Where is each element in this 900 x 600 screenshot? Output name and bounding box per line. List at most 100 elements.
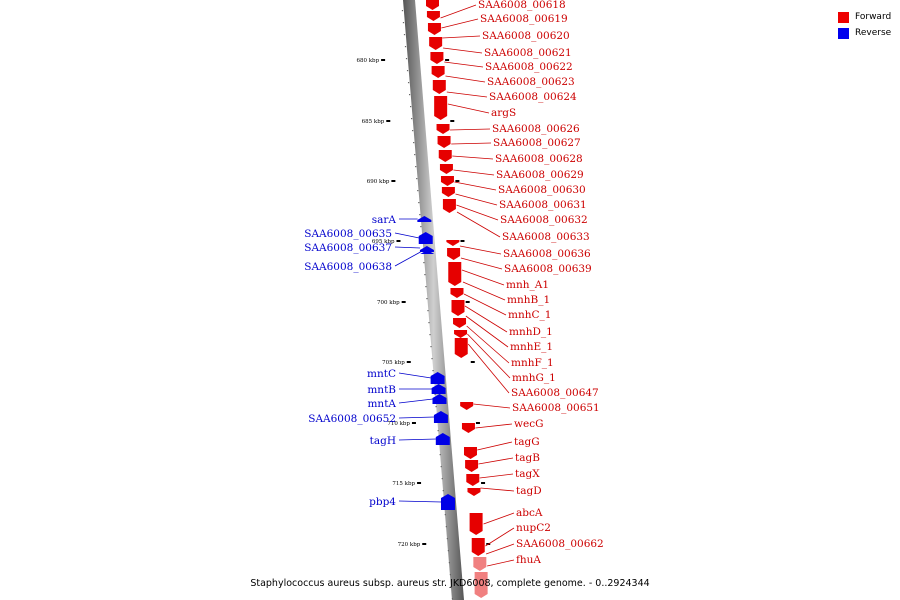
reverse-gene-label: tagH bbox=[370, 435, 396, 447]
minor-tick bbox=[417, 190, 419, 192]
minor-tick bbox=[451, 598, 454, 600]
major-tick bbox=[460, 240, 465, 242]
forward-leader-line bbox=[459, 245, 502, 255]
legend-reverse-label: Reverse bbox=[855, 28, 892, 38]
minor-tick bbox=[418, 202, 420, 204]
forward-gene-block bbox=[434, 96, 448, 120]
reverse-leader-line bbox=[398, 500, 442, 503]
minor-tick bbox=[442, 490, 444, 492]
forward-leader-line bbox=[487, 559, 515, 567]
forward-gene-block bbox=[453, 318, 467, 328]
minor-tick bbox=[406, 70, 409, 72]
minor-tick bbox=[447, 550, 449, 552]
forward-gene-label: SAA6008_00631 bbox=[499, 199, 587, 211]
legend-forward-label: Forward bbox=[855, 12, 892, 22]
forward-leader-line bbox=[456, 204, 499, 221]
reverse-gene-label: sarA bbox=[372, 214, 397, 226]
forward-gene-block bbox=[460, 402, 474, 410]
reverse-leader-line bbox=[394, 232, 420, 239]
forward-gene-label: abcA bbox=[516, 507, 543, 519]
minor-tick bbox=[411, 118, 413, 120]
forward-gene-block bbox=[429, 37, 443, 50]
forward-gene-block bbox=[437, 136, 451, 148]
minor-tick bbox=[405, 58, 408, 60]
forward-leader-line bbox=[443, 47, 483, 54]
forward-leader-line bbox=[451, 142, 492, 145]
minor-tick bbox=[419, 214, 421, 216]
forward-leader-line bbox=[477, 441, 513, 451]
legend-reverse: Reverse bbox=[838, 25, 891, 41]
forward-leader-line bbox=[480, 487, 515, 492]
reverse-gene-label: mntC bbox=[367, 368, 396, 380]
minor-tick bbox=[403, 34, 406, 36]
forward-gene-label: SAA6008_00629 bbox=[496, 169, 584, 181]
forward-leader-line bbox=[460, 257, 503, 270]
reverse-gene-block bbox=[417, 216, 432, 222]
minor-tick bbox=[439, 454, 441, 456]
minor-tick bbox=[429, 334, 431, 336]
forward-gene-label: SAA6008_00621 bbox=[484, 47, 572, 59]
reverse-swatch bbox=[838, 27, 849, 39]
forward-gene-label: SAA6008_00624 bbox=[489, 91, 577, 103]
minor-tick bbox=[404, 46, 407, 48]
forward-gene-label: mnhD_1 bbox=[509, 326, 553, 338]
kbp-tick-label: 705 kbp bbox=[382, 360, 405, 366]
forward-gene-label: mnhC_1 bbox=[508, 309, 551, 321]
forward-gene-block bbox=[448, 262, 462, 286]
minor-tick bbox=[426, 298, 428, 300]
major-tick bbox=[475, 422, 480, 424]
minor-tick bbox=[423, 262, 425, 264]
forward-gene-label: SAA6008_00647 bbox=[511, 387, 599, 399]
minor-tick bbox=[432, 370, 434, 372]
forward-swatch bbox=[838, 11, 849, 23]
minor-tick bbox=[430, 346, 432, 348]
major-tick bbox=[465, 301, 470, 303]
forward-gene-label: SAA6008_00630 bbox=[498, 184, 586, 196]
reverse-gene-label: SAA6008_00638 bbox=[304, 261, 392, 273]
reverse-gene-block bbox=[431, 384, 446, 394]
forward-leader-line bbox=[447, 103, 490, 114]
forward-gene-label: mnhE_1 bbox=[510, 341, 553, 353]
minor-tick bbox=[428, 322, 430, 324]
forward-gene-label: SAA6008_00636 bbox=[503, 248, 591, 260]
minor-tick bbox=[402, 22, 405, 24]
forward-leader-line bbox=[462, 281, 506, 301]
minor-tick bbox=[410, 106, 412, 108]
forward-leader-line bbox=[464, 305, 508, 333]
forward-gene-block bbox=[430, 52, 444, 64]
forward-gene-block bbox=[450, 288, 464, 298]
forward-gene-label: SAA6008_00620 bbox=[482, 30, 570, 42]
forward-gene-label: SAA6008_00619 bbox=[480, 13, 568, 25]
forward-leader-line bbox=[485, 543, 515, 555]
forward-gene-label: SAA6008_00662 bbox=[516, 538, 604, 550]
forward-gene-label: mnhG_1 bbox=[512, 372, 556, 384]
forward-gene-label: SAA6008_00639 bbox=[504, 263, 592, 275]
forward-gene-label: mnh_A1 bbox=[506, 279, 549, 291]
forward-gene-block bbox=[474, 572, 488, 598]
forward-gene-block bbox=[454, 338, 468, 358]
major-tick bbox=[381, 59, 386, 61]
kbp-tick-label: 720 kbp bbox=[398, 542, 421, 548]
legend: Forward Reverse bbox=[838, 9, 891, 41]
major-tick bbox=[401, 301, 406, 303]
forward-leader-line bbox=[444, 61, 484, 68]
major-tick bbox=[411, 422, 416, 424]
forward-gene-label: SAA6008_00633 bbox=[502, 231, 590, 243]
forward-leader-line bbox=[483, 512, 515, 525]
forward-gene-block bbox=[466, 474, 480, 486]
reverse-leader-line bbox=[398, 416, 435, 419]
major-tick bbox=[422, 543, 427, 545]
kbp-tick-label: 690 kbp bbox=[367, 179, 390, 185]
forward-gene-label: nupC2 bbox=[516, 522, 551, 534]
kbp-tick-label: 700 kbp bbox=[377, 300, 400, 306]
forward-gene-label: SAA6008_00623 bbox=[487, 76, 575, 88]
reverse-gene-block bbox=[440, 494, 455, 510]
forward-gene-block bbox=[431, 66, 445, 78]
forward-gene-block bbox=[451, 300, 465, 316]
kbp-tick-label: 710 kbp bbox=[387, 421, 410, 427]
forward-gene-label: mnhF_1 bbox=[511, 357, 554, 369]
reverse-gene-block bbox=[420, 250, 435, 254]
minor-tick bbox=[413, 142, 415, 144]
major-tick bbox=[481, 482, 486, 484]
reverse-gene-block bbox=[435, 433, 450, 445]
